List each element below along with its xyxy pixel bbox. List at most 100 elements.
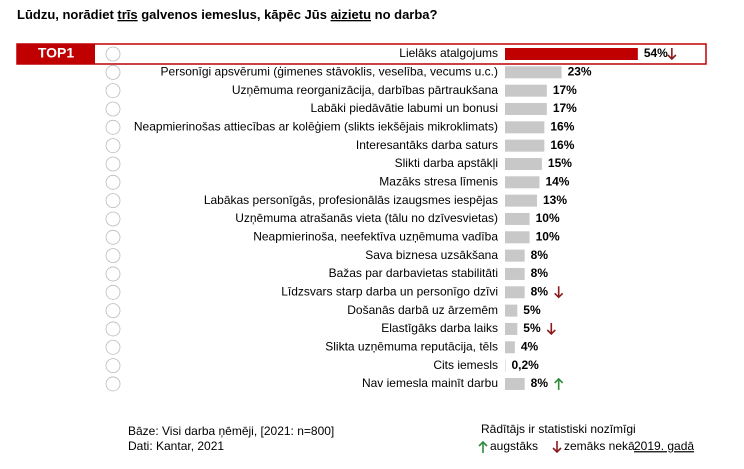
bar — [505, 66, 562, 79]
title-part: galvenos iemeslus, kāpēc Jūs — [138, 7, 331, 22]
title-part: no darba? — [371, 7, 438, 22]
title-part: aizietu — [331, 7, 372, 22]
row-icon — [105, 156, 121, 172]
category-label: Labākas personīgās, profesionālās izaugs… — [204, 193, 498, 207]
category-label: Došanās darbā uz ārzemēm — [347, 303, 498, 317]
row-icon — [105, 101, 121, 117]
category-label: Sava biznesa uzsākšana — [365, 248, 498, 262]
bar — [505, 377, 525, 390]
bar — [505, 231, 530, 244]
value-label: 0,2% — [511, 358, 539, 372]
row-icon — [105, 193, 121, 209]
row-icon — [105, 266, 121, 282]
value-label: 4% — [521, 339, 539, 353]
category-label: Personīgi apsvērumi (ģimenes stāvoklis, … — [161, 65, 498, 79]
row-icon — [105, 229, 121, 245]
value-label: 13% — [543, 193, 567, 207]
legend-reference: 2019. gadā — [634, 439, 694, 453]
row-icon — [105, 46, 121, 62]
value-label: 23% — [568, 65, 592, 79]
arrow-part — [554, 292, 564, 299]
category-label: Cits iemesls — [433, 358, 498, 372]
category-label: Elastīgāks darba laiks — [381, 321, 498, 335]
row-icon — [105, 119, 121, 135]
bar — [505, 139, 545, 152]
row-icon — [105, 339, 121, 355]
row-icon — [105, 358, 121, 374]
value-label: 17% — [553, 101, 577, 115]
chart-title: Lūdzu, norādiet trīs galvenos iemeslus, … — [17, 7, 438, 22]
category-label: Nav iemesla mainīt darbu — [362, 376, 498, 390]
category-label: Slikti darba apstākļi — [395, 156, 498, 170]
row-icon — [105, 248, 121, 264]
value-label: 10% — [536, 211, 560, 225]
category-label: Uzņēmuma reorganizācija, darbības pārtra… — [232, 83, 498, 97]
category-label: Uzņēmuma atrašanās vieta (tālu no dzīves… — [235, 211, 498, 225]
row-icon — [105, 376, 121, 392]
bar — [505, 267, 525, 280]
legend-title: Rādītājs ir statistiski nozīmīgi — [481, 422, 636, 436]
footnote: Dati: Kantar, 2021 — [128, 439, 224, 453]
legend-down-arrow — [552, 441, 562, 454]
value-label: 8% — [531, 266, 549, 280]
title-part: Lūdzu, norādiet — [17, 7, 117, 22]
value-label: 8% — [531, 248, 549, 262]
highlight-badge — [17, 44, 95, 64]
category-label: Bažas par darbavietas stabilitāti — [329, 266, 498, 280]
value-label: 5% — [523, 303, 541, 317]
bar — [505, 286, 525, 299]
category-label: Neapmierinošas attiecības ar kolēģiem (s… — [134, 119, 498, 133]
bar — [505, 249, 525, 262]
value-label: 16% — [550, 119, 574, 133]
category-label: Slikta uzņēmuma reputācija, tēls — [325, 339, 498, 353]
bar — [505, 84, 547, 97]
trend-arrow — [667, 48, 677, 61]
arrow-part — [546, 329, 556, 336]
value-label: 16% — [550, 138, 574, 152]
row-icon — [105, 64, 121, 80]
arrow-part — [554, 377, 564, 384]
category-label: Interesantāks darba saturs — [356, 138, 498, 152]
value-label: 8% — [531, 284, 549, 298]
trend-arrow — [554, 286, 564, 299]
category-label: Lielāks atalgojums — [399, 46, 498, 60]
category-label: Mazāks stresa līmenis — [379, 174, 498, 188]
bar — [505, 176, 540, 189]
value-label: 8% — [531, 376, 549, 390]
bar — [505, 121, 545, 134]
bar — [505, 102, 547, 115]
row-icon — [105, 303, 121, 319]
row-icon — [105, 83, 121, 99]
value-label: 10% — [536, 229, 560, 243]
value-label: 5% — [523, 321, 541, 335]
bar — [505, 304, 518, 317]
bar — [505, 157, 542, 170]
legend-down: zemāks nekā — [564, 439, 635, 453]
row-icon — [105, 174, 121, 190]
row-icon — [105, 211, 121, 227]
bar — [505, 359, 506, 372]
category-label: Neapmierinoša, neefektīva uzņēmuma vadīb… — [253, 229, 498, 243]
bar — [505, 322, 518, 335]
bar — [505, 212, 530, 225]
trend-arrow — [554, 377, 564, 390]
title-part: trīs — [117, 7, 137, 22]
value-label: 54% — [644, 46, 668, 60]
value-label: 15% — [548, 156, 572, 170]
category-label: Līdzsvars starp darba un personīgo dzīvi — [281, 284, 498, 298]
value-label: 17% — [553, 83, 577, 97]
highlight-label: TOP1 — [38, 45, 75, 61]
bar — [505, 341, 515, 354]
bar — [505, 194, 537, 207]
arrow-part — [667, 54, 677, 61]
arrow-part — [478, 440, 488, 447]
row-icon — [105, 284, 121, 300]
trend-arrow — [546, 322, 556, 336]
row-icon — [105, 138, 121, 154]
legend-up: augstāks — [490, 439, 538, 453]
footnote: Bāze: Visi darba ņēmēji, [2021: n=800] — [128, 424, 334, 438]
legend-up-arrow — [478, 440, 488, 453]
arrow-part — [552, 447, 562, 454]
value-label: 14% — [545, 174, 569, 188]
